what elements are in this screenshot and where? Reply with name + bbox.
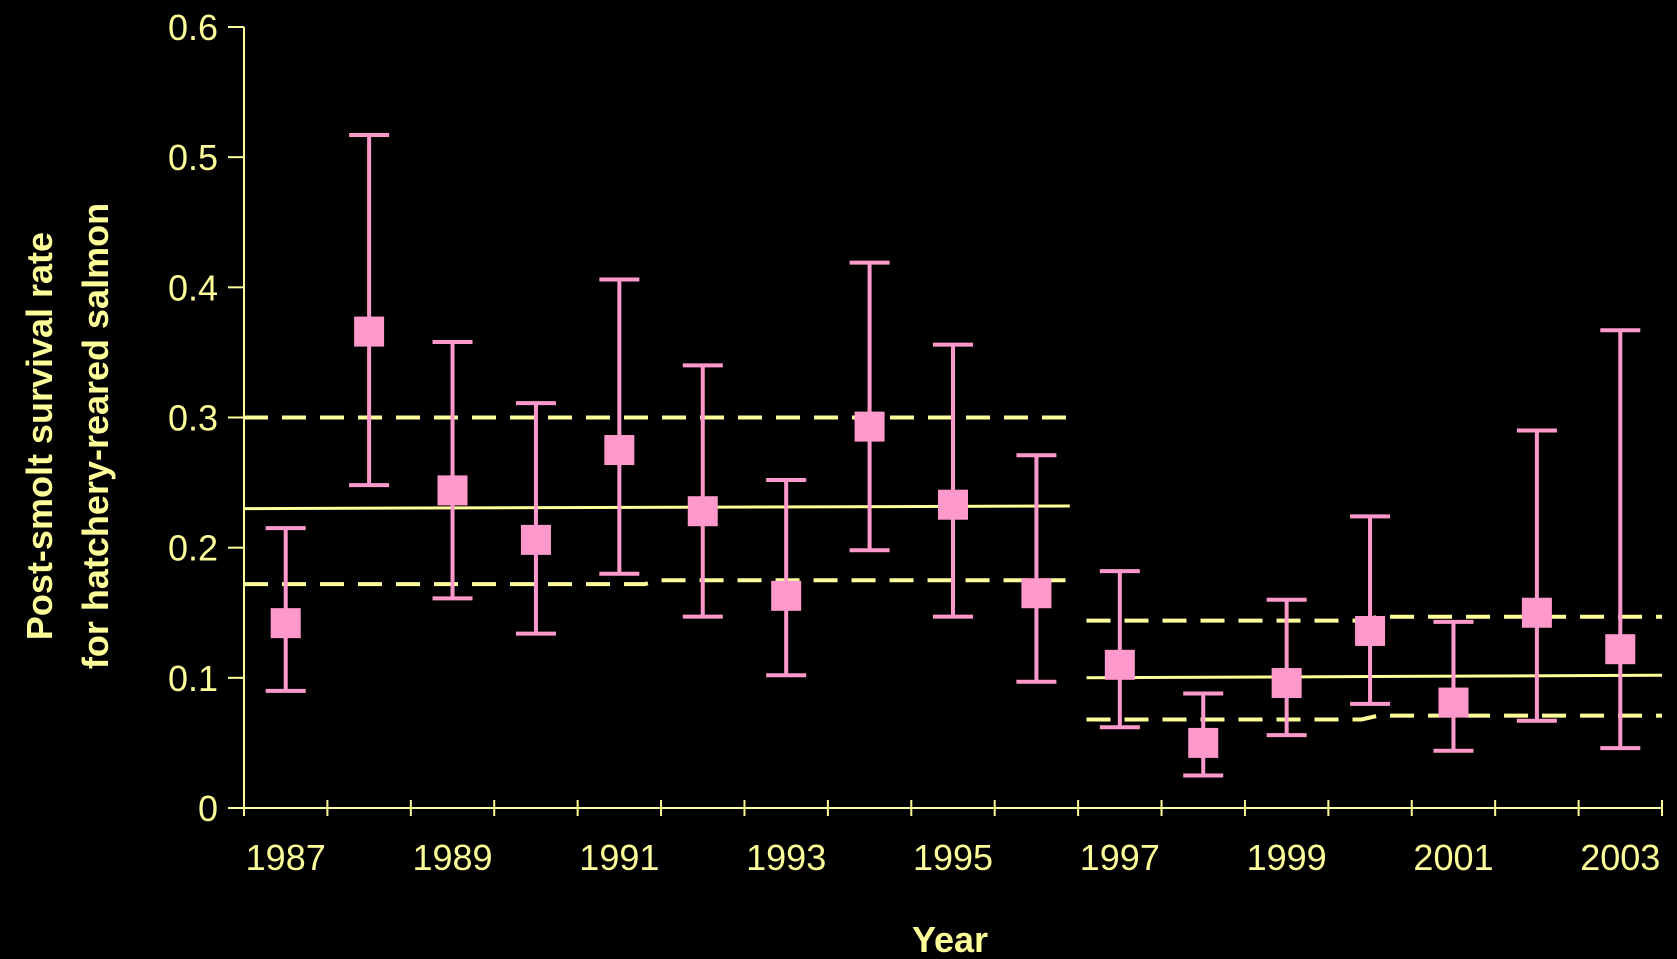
data-point-group	[265, 526, 306, 693]
x-tick-label: 2003	[1580, 837, 1660, 878]
data-point-marker	[354, 316, 385, 347]
y-axis-title-line-1: Post-smolt survival rate	[19, 232, 60, 640]
axes: 0 0.1 0.2 0.3 0.4 0.5 0.6 1987 1989 1991 1993 1995 1…	[168, 7, 1663, 878]
data-point-group	[1600, 328, 1641, 751]
x-tick-label: 1987	[246, 837, 326, 878]
y-tick-label: 0.3	[168, 398, 218, 439]
y-axis-title: Post-smolt survival rate for hatchery-re…	[19, 203, 116, 669]
y-tick-label: 0.5	[168, 137, 218, 178]
data-point-group	[1099, 569, 1140, 730]
y-tick-label: 0	[198, 788, 218, 829]
data-point-marker	[1021, 578, 1052, 609]
period-lines	[243, 415, 1663, 722]
data-points	[265, 133, 1641, 778]
x-tick-label: 2001	[1413, 837, 1493, 878]
lower-confidence-line	[244, 578, 1070, 587]
data-point-group	[432, 340, 473, 601]
data-point-marker	[1188, 727, 1219, 758]
data-point-marker	[1355, 615, 1386, 646]
data-point-marker	[1438, 687, 1469, 718]
y-tick-label: 0.2	[168, 528, 218, 569]
data-point-group	[1183, 691, 1224, 778]
data-point-group	[1266, 597, 1307, 738]
x-tick-label: 1991	[579, 837, 659, 878]
data-point-marker	[437, 475, 468, 506]
x-tick-label: 1997	[1080, 837, 1160, 878]
data-point-marker	[270, 608, 301, 639]
data-point-group	[682, 363, 723, 619]
data-point-group	[933, 342, 973, 619]
data-point-group	[1516, 428, 1557, 723]
x-tick-label: 1999	[1247, 837, 1327, 878]
data-point-group	[349, 133, 390, 488]
data-point-group	[1433, 619, 1474, 753]
lower-confidence-line	[1086, 713, 1662, 722]
data-point-marker	[520, 524, 551, 555]
data-point-marker	[1605, 634, 1636, 665]
x-tick-label: 1995	[913, 837, 993, 878]
data-point-group	[515, 401, 556, 636]
y-tick-label: 0.4	[168, 267, 218, 308]
data-point-marker	[687, 496, 718, 527]
x-axis-title: Year	[912, 919, 988, 959]
data-point-marker	[1104, 649, 1135, 680]
y-axis-title-line-2: for hatchery-reared salmon	[75, 203, 116, 669]
mean-line	[243, 504, 1070, 511]
data-point-marker	[604, 435, 635, 466]
data-point-marker	[938, 489, 968, 520]
data-point-group	[1350, 514, 1391, 706]
data-point-marker	[854, 411, 885, 442]
x-tick-label: 1989	[412, 837, 492, 878]
data-point-group	[766, 477, 807, 678]
x-tick-label: 1993	[746, 837, 826, 878]
mean-line	[1086, 673, 1663, 680]
data-point-group	[599, 277, 640, 576]
data-point-group	[1016, 453, 1057, 684]
data-point-marker	[1271, 668, 1302, 699]
y-tick-label: 0.1	[168, 658, 218, 699]
data-point-group	[849, 260, 890, 553]
y-tick-label: 0.6	[168, 7, 218, 48]
data-point-marker	[771, 580, 802, 611]
data-point-marker	[1521, 597, 1552, 628]
